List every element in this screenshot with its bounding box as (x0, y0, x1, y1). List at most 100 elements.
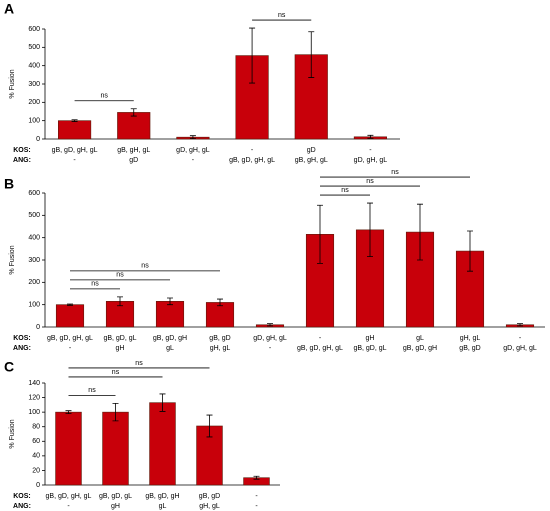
bar (155, 301, 185, 328)
category-label: gD (129, 157, 138, 164)
category-label: gB, gD, gH (145, 493, 179, 500)
error-bar (65, 410, 72, 414)
y-tick-label: 500 (28, 212, 40, 219)
row-name: KOS: (13, 335, 31, 342)
category-label: gB, gD, gH, gL (229, 157, 275, 164)
bar (102, 411, 129, 486)
bar (58, 120, 92, 140)
error-bar (206, 414, 213, 438)
y-tick-label: 200 (28, 99, 40, 106)
category-label: gH, gL (199, 503, 220, 510)
y-tick-label: 600 (28, 26, 40, 33)
y-tick-label: 80 (32, 424, 40, 431)
row-name: ANG: (13, 503, 31, 510)
row-name: KOS: (13, 493, 31, 500)
y-tick-label: 0 (36, 324, 40, 331)
y-tick-label: 20 (32, 467, 40, 474)
significance-label: ns (116, 272, 124, 279)
bar (117, 112, 151, 140)
category-label: - (269, 345, 272, 352)
bar (55, 304, 85, 328)
bar (149, 402, 176, 486)
error-bar (367, 202, 373, 258)
category-label: gB, gD, gL (103, 335, 136, 342)
significance-label: ns (100, 93, 108, 100)
row-name: KOS: (13, 147, 31, 154)
y-axis-label: % Fusion (9, 419, 16, 448)
category-label: gD, gH, gL (503, 345, 537, 352)
panel-label: B (4, 176, 14, 192)
error-bar (317, 204, 323, 264)
category-label: gH, gL (460, 335, 481, 342)
category-label: - (319, 335, 322, 342)
category-label: - (73, 157, 76, 164)
category-label: - (255, 503, 258, 510)
error-bar (517, 323, 523, 327)
row-name: ANG: (13, 345, 31, 352)
category-label: gH (366, 335, 375, 342)
y-tick-label: 140 (28, 380, 40, 387)
error-bar (417, 203, 423, 261)
y-tick-label: 500 (28, 44, 40, 51)
error-bar (71, 119, 78, 122)
category-label: gB, gD, gL (99, 493, 132, 500)
error-bar (467, 230, 473, 272)
y-tick-label: 100 (28, 409, 40, 416)
significance-label: ns (141, 263, 149, 270)
error-bar (130, 108, 137, 117)
y-tick-label: 100 (28, 118, 40, 125)
significance-label: ns (341, 187, 349, 194)
y-tick-label: 200 (28, 279, 40, 286)
category-label: gB, gD, gH (153, 335, 187, 342)
y-axis-label: % Fusion (9, 245, 16, 274)
row-name: ANG: (13, 157, 31, 164)
category-label: gB, gD (199, 493, 220, 500)
category-label: gL (159, 503, 167, 510)
significance-label: ns (391, 169, 399, 176)
significance-label: ns (135, 360, 143, 367)
significance-label: ns (88, 387, 96, 394)
y-tick-label: 100 (28, 302, 40, 309)
y-tick-label: 300 (28, 81, 40, 88)
category-label: gD, gH, gL (176, 147, 210, 154)
significance-label: ns (366, 178, 374, 185)
y-tick-label: 120 (28, 394, 40, 401)
category-label: - (251, 147, 254, 154)
category-label: - (69, 345, 72, 352)
category-label: - (67, 503, 70, 510)
error-bar (67, 303, 73, 306)
bar (55, 411, 82, 486)
category-label: - (192, 157, 195, 164)
error-bar (367, 134, 374, 139)
category-label: gB, gD, gH (403, 345, 437, 352)
error-bar (267, 323, 273, 327)
significance-label: ns (91, 281, 99, 288)
category-label: gD, gH, gL (354, 157, 388, 164)
bar (205, 302, 235, 328)
category-label: gB, gD, gH, gL (52, 147, 98, 154)
category-label: gB, gD, gL (353, 345, 386, 352)
category-label: gB, gD (209, 335, 230, 342)
category-label: - (369, 147, 372, 154)
category-label: gB, gD, gH, gL (46, 493, 92, 500)
y-tick-label: 60 (32, 438, 40, 445)
category-label: gB, gD, gH, gL (297, 345, 343, 352)
y-tick-label: 400 (28, 63, 40, 70)
category-label: gB, gD (459, 345, 480, 352)
error-bar (117, 296, 123, 307)
significance-label: ns (278, 12, 286, 19)
category-label: - (519, 335, 522, 342)
category-label: gB, gH, gL (295, 157, 328, 164)
error-bar (112, 403, 119, 422)
error-bar (253, 475, 260, 480)
y-tick-label: 40 (32, 453, 40, 460)
y-tick-label: 0 (36, 136, 40, 143)
error-bar (217, 298, 223, 307)
error-bar (308, 31, 315, 78)
category-label: gD (307, 147, 316, 154)
panel-label: C (4, 359, 14, 375)
y-tick-label: 0 (36, 482, 40, 489)
error-bar (167, 297, 173, 306)
category-label: gH, gL (210, 345, 231, 352)
